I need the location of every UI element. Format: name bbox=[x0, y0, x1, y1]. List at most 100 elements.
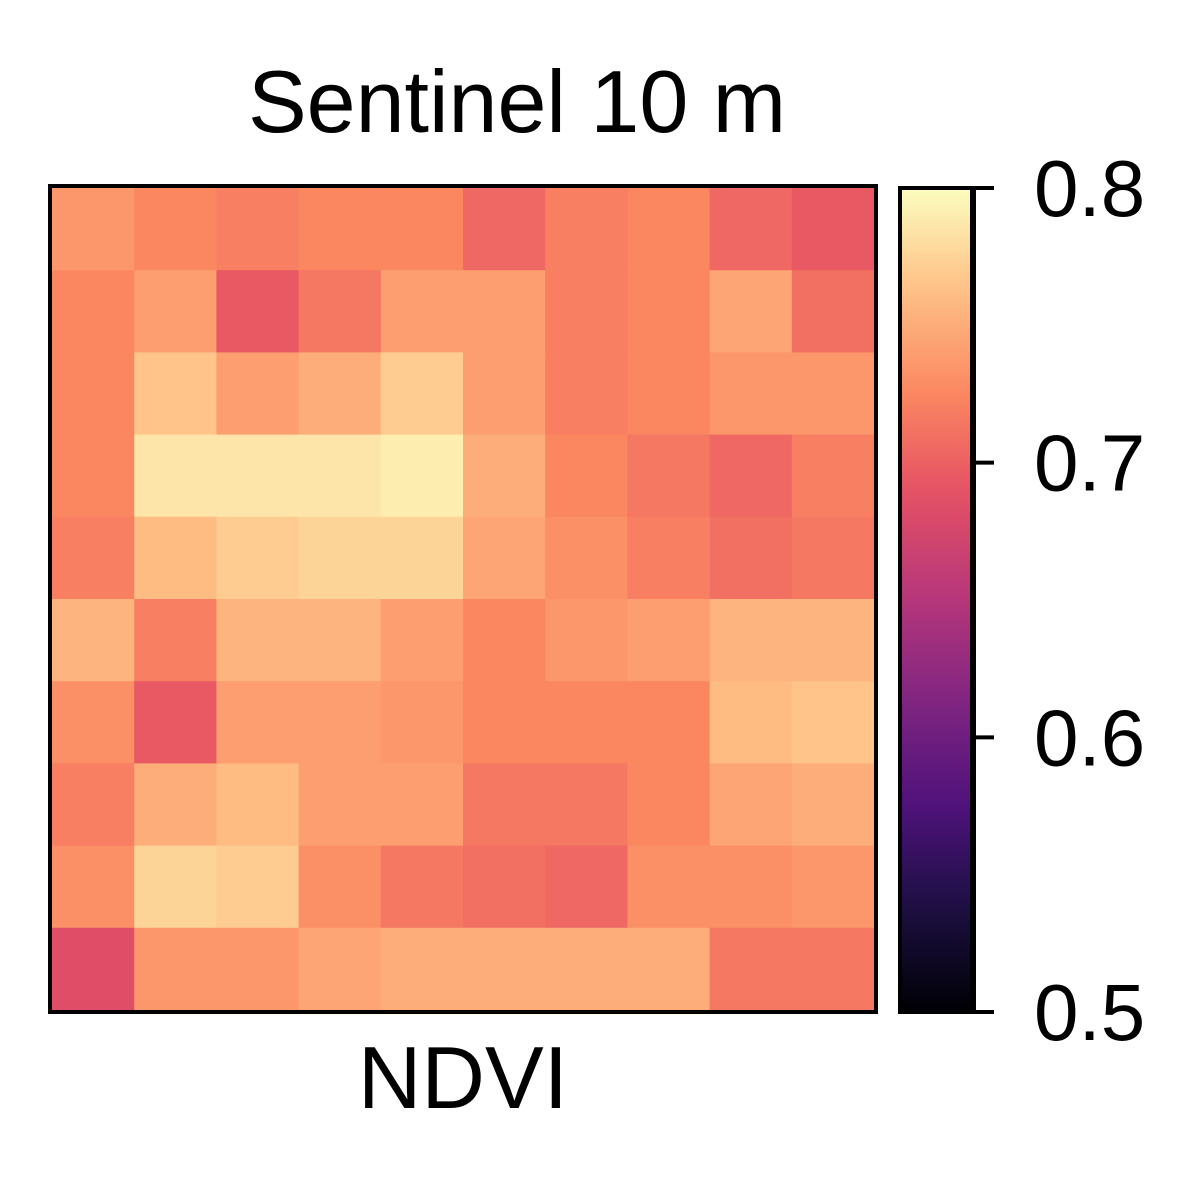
heatmap-cell bbox=[216, 927, 300, 1011]
colorbar-fill bbox=[900, 188, 972, 1012]
heatmap-cell bbox=[791, 352, 875, 436]
heatmap-cell bbox=[298, 681, 382, 764]
colorbar-tick-label: 0.5 bbox=[1034, 968, 1145, 1057]
heatmap-cell bbox=[380, 763, 464, 847]
heatmap-cell bbox=[627, 927, 711, 1011]
x-axis-label: NDVI bbox=[358, 1028, 568, 1127]
heatmap-cell bbox=[134, 927, 217, 1011]
heatmap-cell bbox=[298, 434, 382, 518]
heatmap-cell bbox=[298, 599, 382, 682]
heatmap-cell bbox=[463, 599, 546, 682]
heatmap-cell bbox=[298, 845, 382, 929]
heatmap-cell bbox=[791, 681, 875, 764]
heatmap-cell bbox=[627, 845, 711, 929]
heatmap-cell bbox=[791, 845, 875, 929]
heatmap-cell bbox=[52, 927, 135, 1011]
heatmap-cell bbox=[216, 681, 300, 764]
heatmap-cell bbox=[216, 188, 300, 271]
heatmap-cell bbox=[709, 352, 793, 436]
heatmap-cell bbox=[298, 188, 382, 271]
heatmap-cell bbox=[545, 845, 628, 929]
heatmap-cell bbox=[134, 845, 217, 929]
heatmap-cell bbox=[298, 927, 382, 1011]
colorbar: 0.5 0.6 0.7 0.8 bbox=[898, 144, 1145, 1057]
heatmap-cells bbox=[52, 188, 875, 1011]
heatmap-cell bbox=[463, 927, 546, 1011]
heatmap-cell bbox=[463, 188, 546, 271]
heatmap-cell bbox=[216, 845, 300, 929]
heatmap-cell bbox=[627, 516, 711, 600]
heatmap-cell bbox=[134, 352, 217, 436]
heatmap-cell bbox=[463, 516, 546, 600]
heatmap-cell bbox=[709, 927, 793, 1011]
heatmap-cell bbox=[298, 352, 382, 436]
heatmap-cell bbox=[627, 599, 711, 682]
heatmap-cell bbox=[463, 352, 546, 436]
heatmap-cell bbox=[463, 845, 546, 929]
heatmap-cell bbox=[134, 599, 217, 682]
heatmap-cell bbox=[380, 270, 464, 353]
heatmap-cell bbox=[380, 188, 464, 271]
heatmap-cell bbox=[134, 434, 217, 518]
heatmap-cell bbox=[463, 270, 546, 353]
heatmap-cell bbox=[52, 599, 135, 682]
heatmap-cell bbox=[380, 516, 464, 600]
heatmap-cell bbox=[545, 352, 628, 436]
heatmap-cell bbox=[52, 188, 135, 271]
heatmap-cell bbox=[791, 516, 875, 600]
heatmap-cell bbox=[298, 763, 382, 847]
heatmap-cell bbox=[709, 599, 793, 682]
heatmap-cell bbox=[627, 763, 711, 847]
chart-title: Sentinel 10 m bbox=[248, 52, 786, 151]
heatmap-cell bbox=[791, 270, 875, 353]
heatmap-cell bbox=[545, 599, 628, 682]
heatmap-cell bbox=[298, 270, 382, 353]
heatmap-cell bbox=[545, 270, 628, 353]
heatmap-cell bbox=[52, 681, 135, 764]
heatmap-cell bbox=[791, 599, 875, 682]
heatmap-cell bbox=[134, 763, 217, 847]
heatmap-cell bbox=[627, 352, 711, 436]
heatmap-cell bbox=[380, 681, 464, 764]
heatmap-cell bbox=[298, 516, 382, 600]
heatmap-cell bbox=[627, 270, 711, 353]
heatmap-cell bbox=[463, 681, 546, 764]
heatmap-cell bbox=[791, 188, 875, 271]
heatmap-cell bbox=[545, 516, 628, 600]
heatmap-cell bbox=[463, 434, 546, 518]
heatmap-cell bbox=[709, 845, 793, 929]
heatmap-cell bbox=[627, 188, 711, 271]
heatmap-cell bbox=[134, 516, 217, 600]
heatmap-cell bbox=[545, 763, 628, 847]
heatmap-cell bbox=[380, 927, 464, 1011]
heatmap-cell bbox=[216, 599, 300, 682]
colorbar-ticks: 0.5 0.6 0.7 0.8 bbox=[974, 144, 1145, 1057]
colorbar-tick-label: 0.7 bbox=[1034, 419, 1145, 508]
heatmap-cell bbox=[380, 599, 464, 682]
heatmap-cell bbox=[627, 681, 711, 764]
heatmap-cell bbox=[134, 270, 217, 353]
heatmap-cell bbox=[545, 927, 628, 1011]
heatmap-cell bbox=[52, 763, 135, 847]
heatmap-cell bbox=[216, 763, 300, 847]
heatmap-cell bbox=[134, 188, 217, 271]
colorbar-tick-label: 0.6 bbox=[1034, 693, 1145, 782]
heatmap-cell bbox=[52, 434, 135, 518]
heatmap-cell bbox=[709, 763, 793, 847]
heatmap-cell bbox=[216, 270, 300, 353]
heatmap-cell bbox=[545, 434, 628, 518]
heatmap-cell bbox=[709, 516, 793, 600]
heatmap-cell bbox=[545, 188, 628, 271]
heatmap-cell bbox=[709, 188, 793, 271]
heatmap-cell bbox=[134, 681, 217, 764]
heatmap-cell bbox=[380, 845, 464, 929]
heatmap-cell bbox=[380, 352, 464, 436]
heatmap-cell bbox=[52, 352, 135, 436]
heatmap-cell bbox=[216, 516, 300, 600]
heatmap-cell bbox=[52, 270, 135, 353]
heatmap-cell bbox=[216, 434, 300, 518]
heatmap-frame bbox=[48, 184, 878, 1014]
heatmap-cell bbox=[463, 763, 546, 847]
colorbar-tick-label: 0.8 bbox=[1034, 144, 1145, 233]
